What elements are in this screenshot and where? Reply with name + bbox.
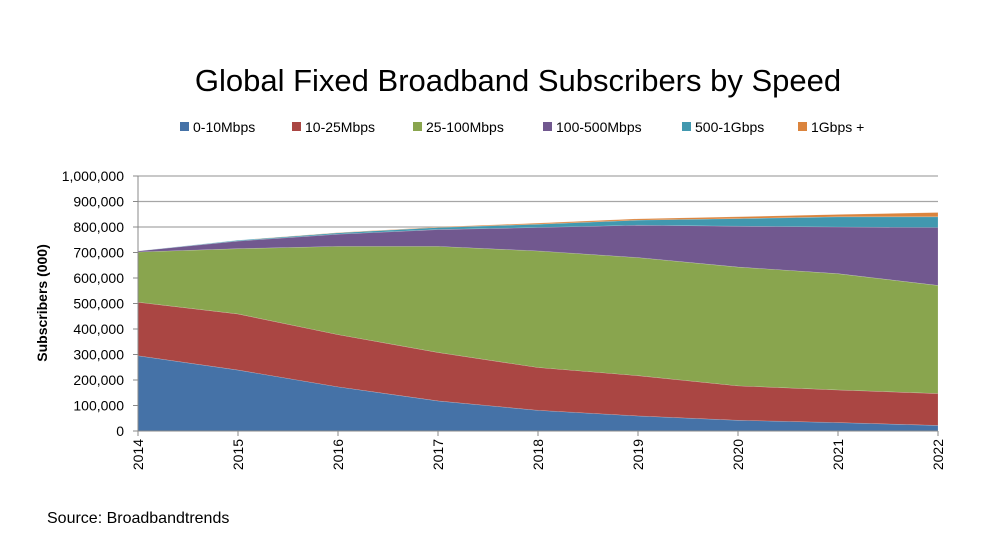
legend-item: 500-1Gbps [682, 119, 764, 135]
legend-label: 10-25Mbps [305, 119, 375, 135]
y-tick-label: 500,000 [73, 296, 124, 312]
source-note: Source: Broadbandtrends [47, 510, 229, 527]
legend-label: 25-100Mbps [426, 119, 504, 135]
y-tick-label: 1,000,000 [62, 168, 124, 184]
x-tick-label: 2018 [530, 439, 546, 470]
x-tick-label: 2022 [930, 439, 946, 470]
legend: 0-10Mbps 10-25Mbps 25-100Mbps 100-500Mbps 50… [180, 119, 864, 135]
legend-item: 25-100Mbps [413, 119, 504, 135]
axes: 0 100,000 200,000 300,000 400,000 500,000 600,… [62, 168, 946, 470]
x-tick-label: 2017 [430, 439, 446, 470]
legend-label: 500-1Gbps [695, 119, 764, 135]
y-axis-label: Subscribers (000) [34, 244, 50, 362]
y-tick-label: 200,000 [73, 372, 124, 388]
y-tick-label: 800,000 [73, 219, 124, 235]
y-tick-label: 900,000 [73, 194, 124, 210]
legend-label: 1Gbps + [811, 119, 864, 135]
y-tick-label: 600,000 [73, 270, 124, 286]
legend-item: 10-25Mbps [292, 119, 375, 135]
y-tick-label: 400,000 [73, 321, 124, 337]
legend-item: 0-10Mbps [180, 119, 255, 135]
x-tick-label: 2015 [230, 439, 246, 470]
legend-swatch [543, 122, 552, 131]
legend-swatch [682, 122, 691, 131]
x-tick-label: 2020 [730, 439, 746, 470]
legend-label: 100-500Mbps [556, 119, 642, 135]
x-tick-label: 2021 [830, 439, 846, 470]
area-1gbps- [137, 212, 939, 252]
legend-swatch [292, 122, 301, 131]
chart-title: Global Fixed Broadband Subscribers by Sp… [195, 63, 841, 98]
legend-swatch [180, 122, 189, 131]
x-tick-label: 2019 [630, 439, 646, 470]
x-tick-label: 2014 [130, 439, 146, 470]
legend-swatch [798, 122, 807, 131]
y-tick-label: 300,000 [73, 347, 124, 363]
area-500-1gbps [137, 216, 939, 252]
y-tick-label: 100,000 [73, 398, 124, 414]
x-tick-label: 2016 [330, 439, 346, 470]
legend-label: 0-10Mbps [193, 119, 255, 135]
y-tick-label: 0 [116, 423, 124, 439]
series-areas [137, 212, 939, 432]
legend-swatch [413, 122, 422, 131]
y-tick-label: 700,000 [73, 245, 124, 261]
legend-item: 100-500Mbps [543, 119, 642, 135]
legend-item: 1Gbps + [798, 119, 864, 135]
